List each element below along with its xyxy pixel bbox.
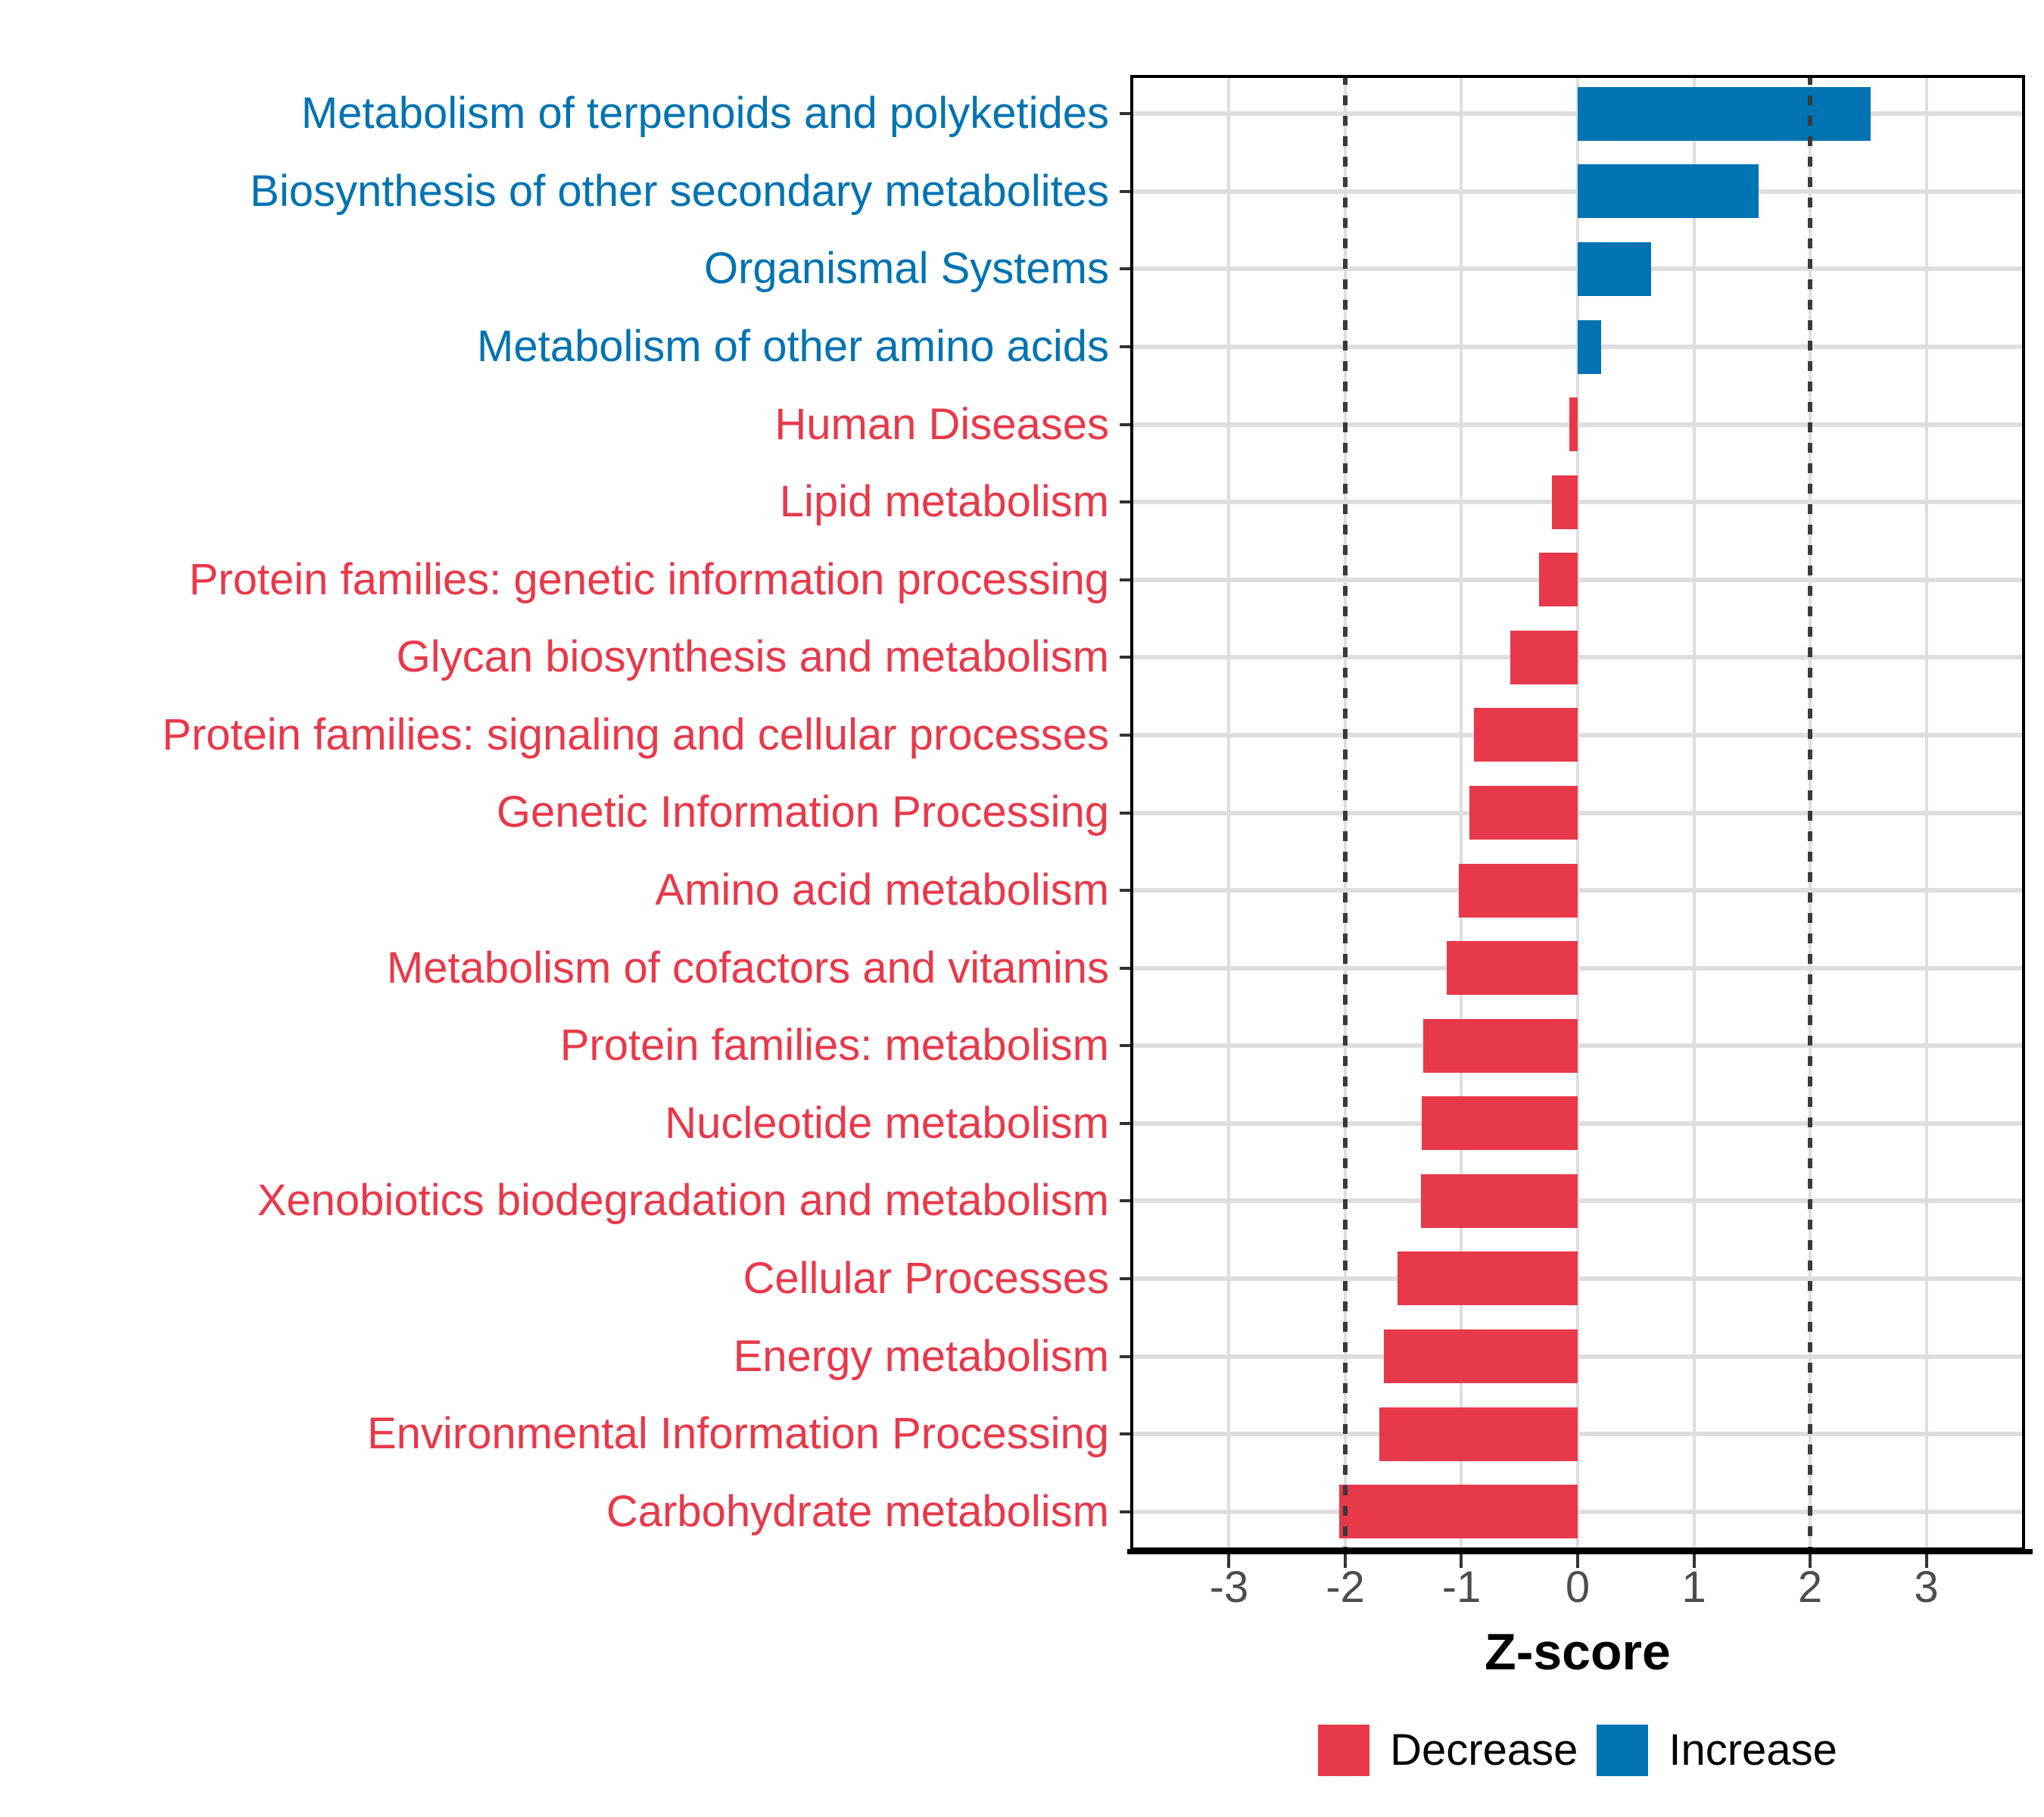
- x-tick-label: -2: [1326, 1563, 1365, 1612]
- legend-label: Increase: [1669, 1725, 1837, 1775]
- bar: [1339, 1485, 1578, 1539]
- y-tick-mark: [1120, 1354, 1130, 1358]
- x-tick-mark: [1576, 1554, 1579, 1568]
- gridline-y: [1130, 965, 2025, 971]
- y-tick-mark: [1120, 1510, 1130, 1513]
- legend-item-decrease: Decrease: [1318, 1725, 1578, 1776]
- y-tick-mark: [1120, 656, 1130, 659]
- y-axis-label: Protein families: signaling and cellular…: [162, 709, 1109, 759]
- x-tick-mark: [1924, 1554, 1928, 1568]
- x-tick-label: 2: [1797, 1563, 1823, 1612]
- bar: [1422, 1096, 1578, 1151]
- gridline-y: [1130, 1432, 2025, 1437]
- gridline-y: [1130, 500, 2025, 505]
- x-axis-title: Z-score: [1485, 1623, 1671, 1681]
- y-axis-label: Metabolism of other amino acids: [477, 322, 1109, 372]
- gridline-y: [1130, 1354, 2025, 1359]
- bar: [1397, 1251, 1578, 1306]
- y-axis-label: Energy metabolism: [733, 1331, 1109, 1381]
- bar: [1578, 319, 1601, 374]
- bar: [1510, 630, 1578, 684]
- gridline-y: [1130, 1509, 2025, 1514]
- x-tick-label: -3: [1209, 1563, 1249, 1612]
- bar: [1539, 553, 1578, 607]
- y-axis-label: Amino acid metabolism: [655, 865, 1109, 915]
- y-tick-mark: [1120, 1432, 1130, 1436]
- bar: [1578, 86, 1871, 141]
- gridline-y: [1130, 1198, 2025, 1204]
- x-tick-label: 3: [1914, 1563, 1939, 1612]
- x-axis-line: [1127, 1549, 2033, 1554]
- y-tick-mark: [1120, 1044, 1130, 1048]
- x-tick-mark: [1692, 1554, 1696, 1568]
- y-tick-mark: [1120, 112, 1130, 116]
- x-tick-mark: [1809, 1554, 1812, 1568]
- bar: [1459, 863, 1578, 918]
- y-tick-mark: [1120, 889, 1130, 893]
- y-axis-label: Nucleotide metabolism: [665, 1098, 1109, 1148]
- reference-line: [1808, 75, 1812, 1551]
- gridline-y: [1130, 732, 2025, 737]
- decrease-swatch: [1318, 1725, 1370, 1776]
- y-axis-label: Xenobiotics biodegradation and metabolis…: [257, 1176, 1109, 1226]
- y-tick-mark: [1120, 1276, 1130, 1280]
- y-axis-label: Biosynthesis of other secondary metaboli…: [250, 166, 1109, 216]
- increase-swatch: [1597, 1725, 1649, 1776]
- y-tick-mark: [1120, 966, 1130, 970]
- gridline-y: [1130, 577, 2025, 582]
- y-tick-mark: [1120, 345, 1130, 349]
- x-tick-mark: [1460, 1554, 1463, 1568]
- y-axis-label: Human Diseases: [774, 399, 1109, 449]
- gridline-y: [1130, 1120, 2025, 1126]
- gridline-y: [1130, 888, 2025, 893]
- y-tick-mark: [1120, 267, 1130, 271]
- gridline-y: [1130, 810, 2025, 815]
- y-axis-label: Genetic Information Processing: [496, 787, 1109, 837]
- bar: [1420, 1173, 1578, 1228]
- y-axis-label: Metabolism of terpenoids and polyketides: [301, 89, 1109, 139]
- legend-item-increase: Increase: [1597, 1725, 1837, 1776]
- bar: [1578, 242, 1651, 296]
- y-tick-mark: [1120, 733, 1130, 737]
- bar: [1474, 708, 1578, 762]
- y-axis-label: Protein families: metabolism: [559, 1021, 1109, 1071]
- y-tick-mark: [1120, 578, 1130, 581]
- x-tick-mark: [1343, 1554, 1347, 1568]
- bar: [1422, 1018, 1578, 1073]
- bar: [1446, 941, 1578, 996]
- y-tick-mark: [1120, 189, 1130, 193]
- x-tick-label: 1: [1681, 1563, 1706, 1612]
- bar: [1552, 475, 1578, 529]
- x-tick-mark: [1227, 1554, 1231, 1568]
- y-axis-label: Organismal Systems: [703, 244, 1109, 294]
- bar: [1469, 786, 1578, 840]
- bar: [1578, 164, 1759, 219]
- y-axis-label: Protein families: genetic information pr…: [189, 554, 1109, 604]
- bar: [1379, 1407, 1578, 1461]
- y-axis-label: Metabolism of cofactors and vitamins: [386, 943, 1109, 993]
- y-axis-label: Cellular Processes: [743, 1253, 1109, 1303]
- y-tick-mark: [1120, 811, 1130, 815]
- y-tick-mark: [1120, 1121, 1130, 1125]
- bar: [1383, 1329, 1578, 1384]
- y-axis-label: Glycan biosynthesis and metabolism: [396, 632, 1109, 682]
- plot-panel: [1130, 75, 2025, 1551]
- reference-line: [1342, 75, 1348, 1551]
- legend-label: Decrease: [1390, 1725, 1578, 1775]
- x-tick-label: 0: [1565, 1563, 1591, 1612]
- gridline-y: [1130, 1043, 2025, 1049]
- gridline-y: [1130, 655, 2025, 660]
- bar: [1569, 397, 1578, 452]
- gridline-y: [1130, 1276, 2025, 1281]
- y-tick-mark: [1120, 422, 1130, 426]
- gridline-y: [1130, 422, 2025, 427]
- y-tick-mark: [1120, 500, 1130, 504]
- x-tick-label: -1: [1441, 1563, 1482, 1612]
- legend: Decrease Increase: [1130, 1725, 2025, 1776]
- y-axis-label: Carbohydrate metabolism: [606, 1486, 1109, 1536]
- y-axis-label: Lipid metabolism: [779, 477, 1109, 527]
- y-axis-label: Environmental Information Processing: [366, 1409, 1109, 1459]
- y-tick-mark: [1120, 1199, 1130, 1203]
